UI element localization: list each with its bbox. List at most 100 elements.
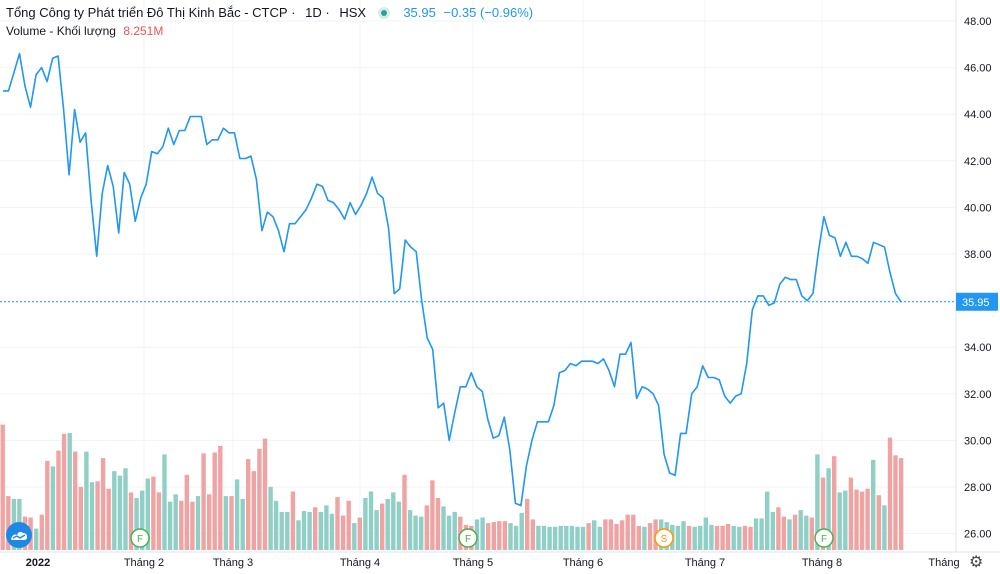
volume-bar: [497, 521, 502, 550]
volume-value: 8.251M: [123, 24, 164, 38]
time-axis[interactable]: 2022 Tháng 2 Tháng 3 Tháng 4 Tháng 5 Tháng 6 T…: [26, 557, 960, 569]
volume-bar: [714, 525, 720, 550]
volume-bar: [156, 492, 162, 550]
volume-bar: [195, 496, 201, 550]
volume-bar: [61, 433, 67, 550]
volume-bar: [145, 478, 150, 550]
event-marker-circle: [130, 528, 150, 548]
volume-bar: [508, 523, 513, 550]
volume-bar: [212, 452, 217, 550]
volume-bar: [686, 525, 692, 550]
y-tick-label: 32.00: [964, 389, 992, 401]
volume-bar: [84, 451, 89, 550]
volume-bar: [586, 523, 591, 550]
volume-bar: [647, 523, 653, 550]
volume-bar: [446, 515, 452, 550]
volume-bar: [564, 525, 569, 550]
y-tick-label: 30.00: [964, 435, 992, 447]
volume-bar: [614, 524, 619, 550]
event-marker-circle: [654, 528, 674, 548]
volume-bar: [798, 510, 803, 550]
volume-bar: [318, 511, 323, 550]
volume-bar: [703, 517, 708, 550]
volume-bar: [731, 525, 736, 550]
volume-bar: [826, 468, 831, 550]
volume-bar: [636, 525, 641, 550]
volume-bar: [190, 501, 195, 550]
price-axis[interactable]: 48.0046.0044.0042.0040.0038.0036.0034.00…: [0, 0, 1000, 553]
volume-bar: [424, 505, 429, 550]
symbol-title[interactable]: Tổng Công ty Phát triển Đô Thị Kinh Bắc …: [6, 5, 288, 21]
volume-bar: [558, 525, 563, 550]
volume-bar: [547, 526, 552, 550]
volume-bar: [268, 486, 273, 550]
volume-bar: [229, 496, 234, 550]
volume-bar: [742, 525, 748, 550]
x-tick-label: Tháng 8: [802, 557, 842, 569]
volume-bar: [352, 523, 357, 550]
volume-bar: [380, 503, 385, 550]
volume-bar: [580, 526, 586, 550]
exchange-label: HSX: [339, 5, 367, 21]
y-tick-label: 28.00: [964, 482, 992, 494]
volume-label: Volume - Khối lượng: [6, 24, 116, 38]
volume-bar: [257, 448, 262, 550]
volume-bar: [301, 511, 307, 550]
volume-bar: [709, 524, 714, 550]
volume-bar: [452, 511, 457, 550]
x-tick-label: Tháng 7: [685, 557, 725, 569]
volume-bar: [218, 446, 223, 550]
y-tick-label: 44.00: [964, 109, 992, 121]
volume-bar: [179, 500, 184, 550]
volume-bar: [837, 492, 842, 550]
x-tick-label: Tháng 6: [563, 557, 603, 569]
volume-bar: [619, 520, 625, 550]
volume-bar: [234, 479, 240, 550]
price-change: −0.35 (−0.96%): [443, 5, 534, 21]
volume-bar: [893, 455, 898, 550]
volume-bar: [95, 481, 100, 550]
volume-bar: [608, 519, 614, 550]
volume-bar: [787, 519, 792, 550]
volume-bar: [698, 525, 703, 550]
volume-bar: [324, 505, 329, 550]
volume-bar: [887, 437, 893, 550]
volume-bar: [525, 498, 530, 550]
volume-bar: [45, 460, 50, 550]
volume-bar: [201, 453, 206, 550]
volume-bar: [681, 521, 686, 550]
volume-bar: [776, 507, 781, 550]
volume-bar: [385, 498, 390, 550]
volume-bar: [106, 488, 111, 550]
chart-legend: Tổng Công ty Phát triển Đô Thị Kinh Bắc …: [6, 5, 534, 21]
volume-bar: [804, 515, 809, 550]
volume-bar: [340, 515, 346, 550]
volume-bar: [541, 525, 547, 550]
gear-icon[interactable]: ⚙: [969, 554, 984, 571]
x-tick-label: Tháng 3: [213, 557, 253, 569]
volume-bar: [162, 454, 167, 550]
volume-bar: [134, 498, 139, 550]
x-tick-label: Tháng: [928, 557, 959, 569]
volume-bar: [832, 456, 837, 550]
volume-bar: [290, 491, 296, 550]
volume-bar: [279, 511, 284, 550]
y-tick-label: 48.00: [964, 16, 992, 28]
volume-bar: [765, 491, 770, 550]
volume-bar: [123, 468, 128, 550]
tradingview-logo-icon[interactable]: [6, 522, 32, 548]
y-tick-label: 38.00: [964, 249, 992, 261]
volume-bar: [441, 506, 446, 550]
event-marker-circle: [458, 528, 478, 548]
volume-bar: [552, 526, 558, 550]
volume-bar: [56, 450, 61, 550]
volume-bar: [240, 498, 245, 550]
interval-label[interactable]: 1D: [305, 5, 322, 21]
volume-bar: [759, 518, 764, 550]
volume-bar: [89, 482, 95, 550]
event-marker-letter: F: [821, 534, 827, 545]
market-status-icon[interactable]: [377, 6, 390, 19]
event-marker-letter: F: [137, 534, 143, 545]
